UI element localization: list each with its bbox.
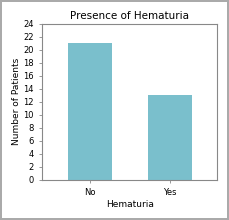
X-axis label: Hematuria: Hematuria <box>106 200 154 209</box>
Y-axis label: Number of Patients: Number of Patients <box>11 58 21 145</box>
Bar <box>68 43 112 180</box>
Bar <box>148 95 192 180</box>
Title: Presence of Hematuria: Presence of Hematuria <box>70 11 189 21</box>
